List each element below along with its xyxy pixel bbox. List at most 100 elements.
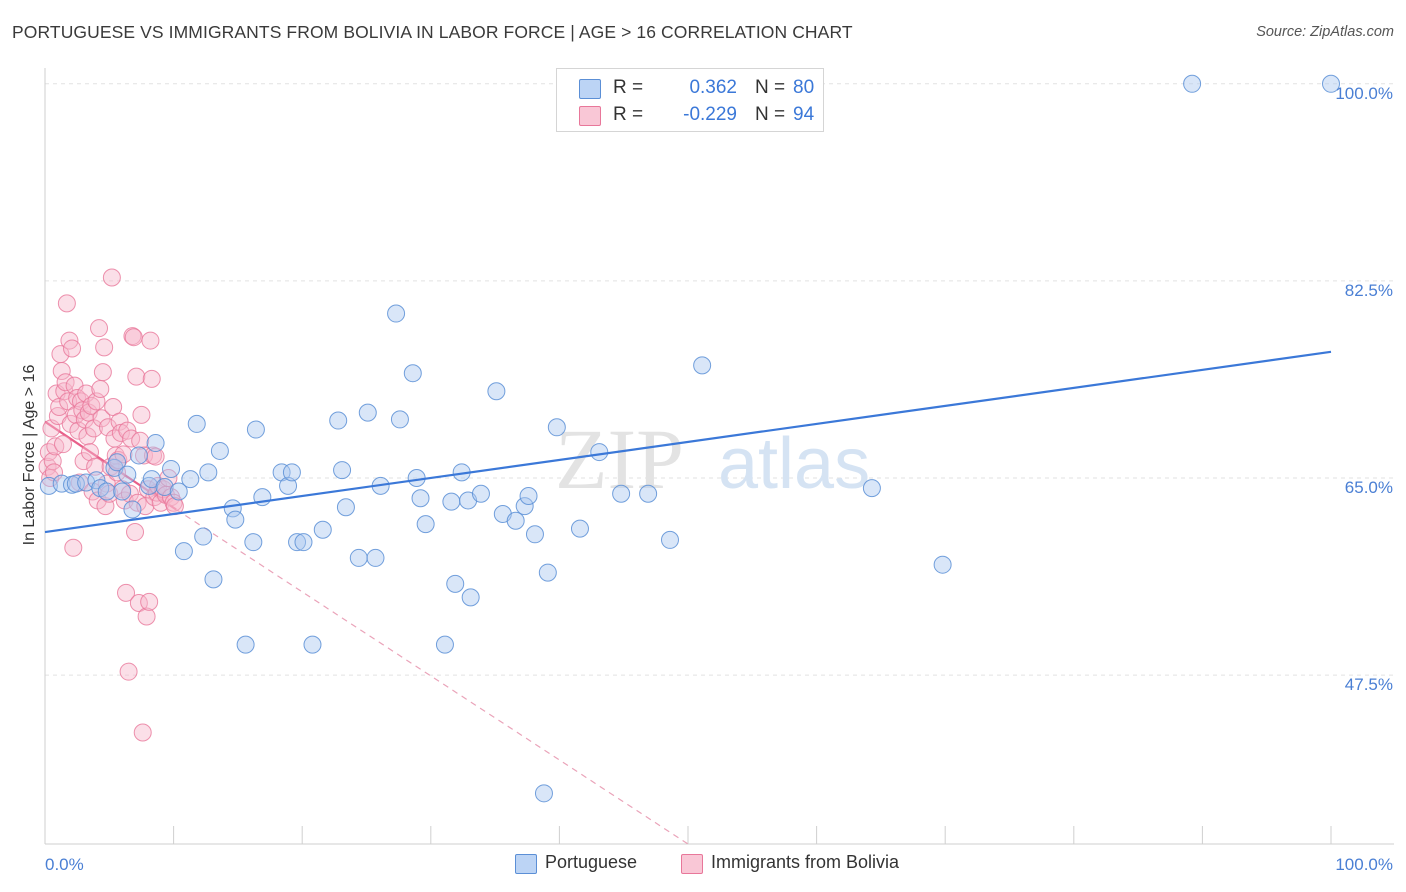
point-portuguese — [446, 574, 465, 593]
point-portuguese — [279, 476, 298, 495]
point-portuguese — [155, 477, 174, 496]
point-portuguese — [97, 482, 116, 501]
point-immigrants-bolivia — [135, 446, 154, 465]
trend-line-portuguese — [44, 350, 1332, 534]
point-immigrants-bolivia — [86, 457, 105, 476]
bottom-legend-label-immigrants-bolivia: Immigrants from Bolivia — [711, 852, 900, 872]
point-portuguese — [407, 468, 426, 487]
point-immigrants-bolivia — [95, 338, 114, 357]
point-portuguese — [349, 548, 368, 567]
point-portuguese — [123, 500, 142, 519]
watermark: ZIP atlas — [555, 411, 870, 507]
point-portuguese — [199, 463, 218, 482]
point-portuguese — [506, 511, 525, 530]
point-portuguese — [471, 484, 490, 503]
point-immigrants-bolivia — [140, 592, 159, 611]
point-immigrants-bolivia — [131, 431, 150, 450]
point-portuguese — [146, 434, 165, 453]
point-portuguese — [416, 515, 435, 534]
point-portuguese — [547, 418, 566, 437]
watermark-zip: ZIP — [555, 411, 684, 507]
point-portuguese — [534, 784, 553, 803]
point-portuguese — [1183, 74, 1202, 93]
point-immigrants-bolivia — [48, 407, 67, 426]
point-portuguese — [1322, 74, 1340, 93]
point-immigrants-bolivia — [102, 268, 121, 287]
legend-n-value-portuguese: 80 — [793, 77, 815, 98]
points-immigrants-bolivia — [38, 268, 184, 742]
point-portuguese — [246, 420, 265, 439]
point-portuguese — [461, 588, 480, 607]
point-portuguese — [519, 486, 538, 505]
point-immigrants-bolivia — [133, 723, 152, 742]
point-portuguese — [590, 443, 609, 462]
point-portuguese — [366, 548, 385, 567]
watermark-atlas: atlas — [718, 424, 870, 504]
point-portuguese — [487, 382, 506, 401]
point-portuguese — [525, 525, 544, 544]
x-tick-label-min: 0.0% — [45, 855, 84, 874]
point-immigrants-bolivia — [57, 294, 76, 313]
point-immigrants-bolivia — [141, 331, 160, 350]
legend-swatch-portuguese — [579, 79, 601, 99]
point-portuguese — [515, 497, 534, 516]
point-portuguese — [390, 410, 409, 429]
point-immigrants-bolivia — [63, 339, 82, 358]
y-tick-label: 47.5% — [1345, 675, 1393, 694]
axes — [44, 68, 1394, 845]
point-portuguese — [329, 411, 348, 430]
point-portuguese — [639, 484, 658, 503]
point-portuguese — [538, 563, 557, 582]
trend-line-portuguese-solid — [44, 350, 1332, 534]
point-portuguese — [162, 459, 181, 478]
point-portuguese — [303, 635, 322, 654]
point-portuguese — [862, 479, 881, 498]
legend-n-label: N = — [755, 104, 786, 125]
point-immigrants-bolivia — [74, 452, 93, 471]
point-portuguese — [313, 520, 332, 539]
point-portuguese — [333, 461, 352, 480]
legend-r-value-portuguese: 0.362 — [689, 77, 737, 98]
point-portuguese — [226, 510, 245, 529]
point-immigrants-bolivia — [124, 328, 143, 347]
x-tick-label-max: 100.0% — [1335, 855, 1393, 874]
point-portuguese — [288, 533, 307, 552]
point-portuguese — [612, 484, 631, 503]
point-portuguese — [336, 498, 355, 517]
legend-n-value-immigrants-bolivia: 94 — [793, 104, 815, 125]
bottom-legend-swatch-portuguese — [515, 854, 537, 874]
point-immigrants-bolivia — [69, 421, 88, 440]
point-portuguese — [210, 441, 229, 460]
point-immigrants-bolivia — [52, 361, 71, 380]
point-immigrants-bolivia — [64, 538, 83, 557]
points-portuguese — [39, 74, 1340, 803]
tick-labels: 47.5% 65.0% 82.5% 100.0% 0.0% 100.0% — [45, 84, 1393, 874]
point-portuguese — [660, 530, 679, 549]
point-immigrants-bolivia — [92, 409, 111, 428]
point-portuguese — [693, 356, 712, 375]
point-immigrants-bolivia — [84, 419, 103, 438]
point-portuguese — [129, 446, 148, 465]
point-portuguese — [118, 465, 137, 484]
point-portuguese — [435, 635, 454, 654]
point-portuguese — [194, 527, 213, 546]
grid-lines — [45, 83, 1394, 676]
trend-line-immigrants-bolivia-dashed — [175, 509, 689, 845]
y-tick-label: 100.0% — [1335, 84, 1393, 103]
point-portuguese — [187, 414, 206, 433]
point-portuguese — [282, 463, 301, 482]
y-tick-label: 65.0% — [1345, 478, 1393, 497]
bottom-legend-swatch-immigrants-bolivia — [681, 854, 703, 874]
point-portuguese — [933, 555, 952, 574]
bottom-legend-label-portuguese: Portuguese — [545, 852, 638, 872]
point-portuguese — [108, 453, 127, 472]
point-immigrants-bolivia — [90, 319, 109, 338]
point-portuguese — [181, 470, 200, 489]
point-immigrants-bolivia — [123, 327, 142, 346]
legend-r-value-immigrants-bolivia: -0.229 — [683, 104, 737, 125]
correlation-legend: R = 0.362 N = 80 R = -0.229 N = 94 — [556, 68, 824, 132]
point-portuguese — [358, 403, 377, 422]
point-immigrants-bolivia — [142, 369, 161, 388]
point-portuguese — [294, 533, 313, 552]
